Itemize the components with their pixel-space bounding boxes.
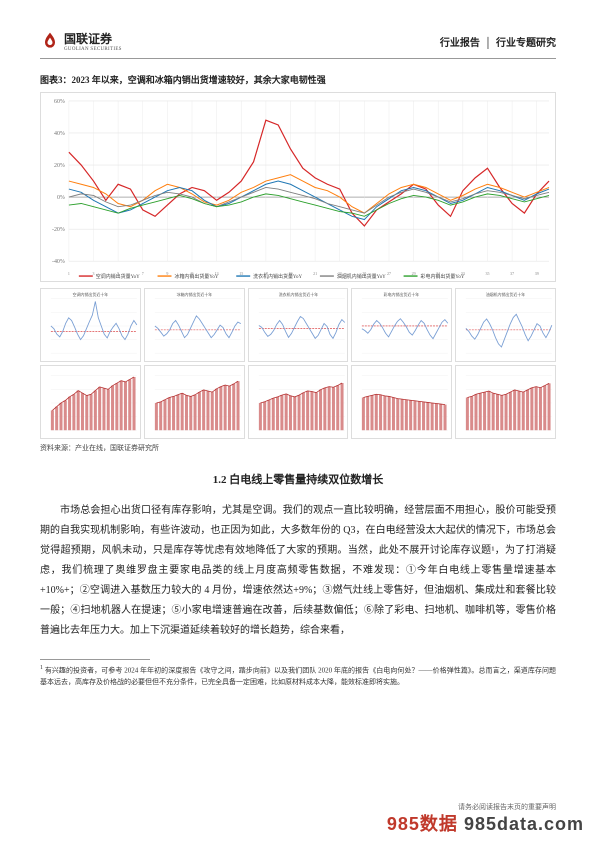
svg-text:0%: 0% <box>57 195 65 201</box>
svg-text:35: 35 <box>485 271 489 276</box>
brand-logo: 国联证券 GUOLIAN SECURITIES <box>40 30 122 52</box>
small-chart: 油烟机内销出货近十年 <box>455 288 556 362</box>
page-header: 国联证券 GUOLIAN SECURITIES 行业报告 │ 行业专题研究 <box>40 30 556 59</box>
svg-text:7: 7 <box>142 271 144 276</box>
svg-text:40%: 40% <box>54 131 65 137</box>
svg-text:油烟机内销出货量YoY: 油烟机内销出货量YoY <box>337 273 386 280</box>
small-chart <box>455 365 556 439</box>
svg-text:1: 1 <box>68 271 70 276</box>
svg-text:-20%: -20% <box>52 227 65 233</box>
svg-text:9: 9 <box>166 271 168 276</box>
small-chart: 洗衣机内销出货近十年 <box>248 288 349 362</box>
watermark-domain: 985data.com <box>458 814 584 834</box>
svg-text:15: 15 <box>239 271 243 276</box>
svg-text:20%: 20% <box>54 163 65 169</box>
header-cat-a: 行业报告 <box>440 38 480 49</box>
svg-text:3: 3 <box>93 271 95 276</box>
svg-text:冰箱内销出货近十年: 冰箱内销出货近十年 <box>176 292 212 297</box>
svg-text:彩电内销出货近十年: 彩电内销出货近十年 <box>384 292 420 297</box>
small-chart: 冰箱内销出货近十年 <box>144 288 245 362</box>
svg-text:27: 27 <box>387 271 391 276</box>
watermark-red: 985数据 <box>387 814 458 834</box>
footnote-separator <box>40 659 150 660</box>
svg-text:-40%: -40% <box>52 259 65 265</box>
small-chart <box>144 365 245 439</box>
section-heading: 1.2 白电线上零售量持续双位数增长 <box>40 471 556 487</box>
svg-text:洗衣机内销出货量YoY: 洗衣机内销出货量YoY <box>253 273 302 280</box>
small-chart <box>40 365 141 439</box>
main-line-chart: -40%-20%0%20%40%60%135791113151719212325… <box>40 92 556 282</box>
body-paragraph: 市场总会担心出货口径有库存影响，尤其是空调。我们的观点一直比较明确，经营层面不用… <box>40 501 556 641</box>
header-category: 行业报告 │ 行业专题研究 <box>440 34 556 49</box>
svg-text:油烟机内销出货近十年: 油烟机内销出货近十年 <box>486 292 525 297</box>
svg-text:冰箱内销出货量YoY: 冰箱内销出货量YoY <box>174 273 218 280</box>
small-multiples: 空调内销出货近十年 冰箱内销出货近十年 洗衣机内销出货近十年 彩电内销出货近十年 油烟机… <box>40 288 556 439</box>
small-chart: 彩电内销出货近十年 <box>351 288 452 362</box>
small-chart <box>248 365 349 439</box>
svg-text:29: 29 <box>412 271 416 276</box>
small-chart <box>351 365 452 439</box>
svg-text:空调内销出货近十年: 空调内销出货近十年 <box>73 292 109 297</box>
footnote-marker: 1 <box>40 665 43 671</box>
svg-text:60%: 60% <box>54 99 65 105</box>
svg-text:空调内销出货量YoY: 空调内销出货量YoY <box>96 273 140 280</box>
figure-source: 资料来源：产业在线，国联证券研究所 <box>40 443 556 453</box>
svg-text:彩电内销出货量YoY: 彩电内销出货量YoY <box>421 273 465 280</box>
header-sep: │ <box>484 38 491 49</box>
figure-title: 图表3：2023 年以来，空调和冰箱内销出货增速较好，其余大家电韧性强 <box>40 73 556 86</box>
brand-name-cn: 国联证券 <box>64 30 122 47</box>
svg-text:洗衣机内销出货近十年: 洗衣机内销出货近十年 <box>278 292 317 297</box>
svg-text:21: 21 <box>313 271 317 276</box>
footnote-text: 有兴趣的投资者，可参考 2024 年年初的深度报告《攻守之间，踏步向前》以及我们… <box>40 666 556 685</box>
brand-name-en: GUOLIAN SECURITIES <box>64 47 122 52</box>
flame-icon <box>40 31 60 51</box>
watermark: 985数据 985data.com <box>387 810 584 836</box>
header-cat-b: 行业专题研究 <box>496 38 556 49</box>
small-chart: 空调内销出货近十年 <box>40 288 141 362</box>
svg-text:39: 39 <box>535 271 539 276</box>
svg-text:37: 37 <box>510 271 514 276</box>
footnote: 1 有兴趣的投资者，可参考 2024 年年初的深度报告《攻守之间，踏步向前》以及… <box>40 664 556 688</box>
